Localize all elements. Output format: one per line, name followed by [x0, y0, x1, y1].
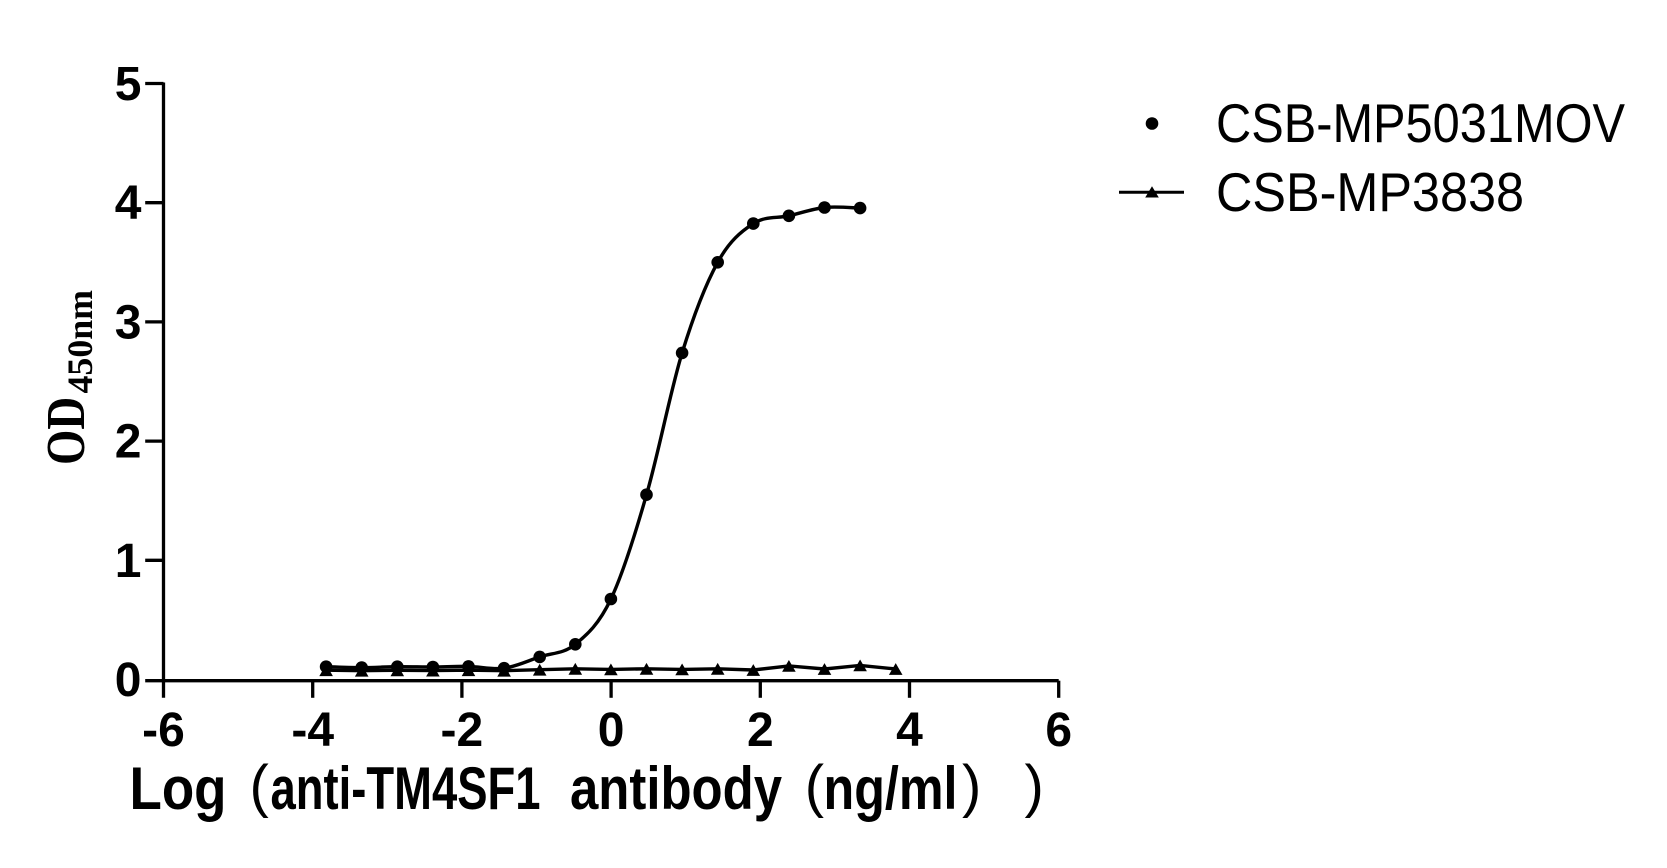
svg-text:OD: OD [35, 397, 96, 465]
svg-text:2: 2 [115, 416, 142, 469]
svg-text:-4: -4 [291, 704, 334, 757]
svg-text:450nm: 450nm [60, 290, 100, 394]
svg-text:antibody: antibody [570, 755, 783, 822]
svg-text:CSB-MP5031MOV: CSB-MP5031MOV [1216, 92, 1625, 154]
svg-text:-6: -6 [142, 704, 185, 757]
svg-text:anti-TM4SF1: anti-TM4SF1 [271, 755, 541, 822]
svg-text:0: 0 [115, 654, 142, 707]
svg-text:): ) [962, 754, 981, 819]
svg-text:(: ( [250, 754, 269, 819]
svg-text:2: 2 [747, 704, 774, 757]
svg-text:3: 3 [115, 296, 142, 349]
svg-text:5: 5 [115, 58, 142, 111]
svg-text:-2: -2 [441, 704, 484, 757]
svg-text:6: 6 [1045, 704, 1072, 757]
svg-text:4: 4 [896, 704, 923, 757]
svg-text:Log: Log [130, 755, 227, 822]
svg-text:): ) [1025, 754, 1044, 819]
svg-text:(: ( [805, 754, 824, 819]
svg-text:ng/ml: ng/ml [824, 755, 958, 822]
svg-text:CSB-MP3838: CSB-MP3838 [1216, 161, 1524, 223]
svg-text:4: 4 [115, 177, 142, 230]
svg-text:1: 1 [115, 535, 142, 588]
svg-text:0: 0 [598, 704, 625, 757]
